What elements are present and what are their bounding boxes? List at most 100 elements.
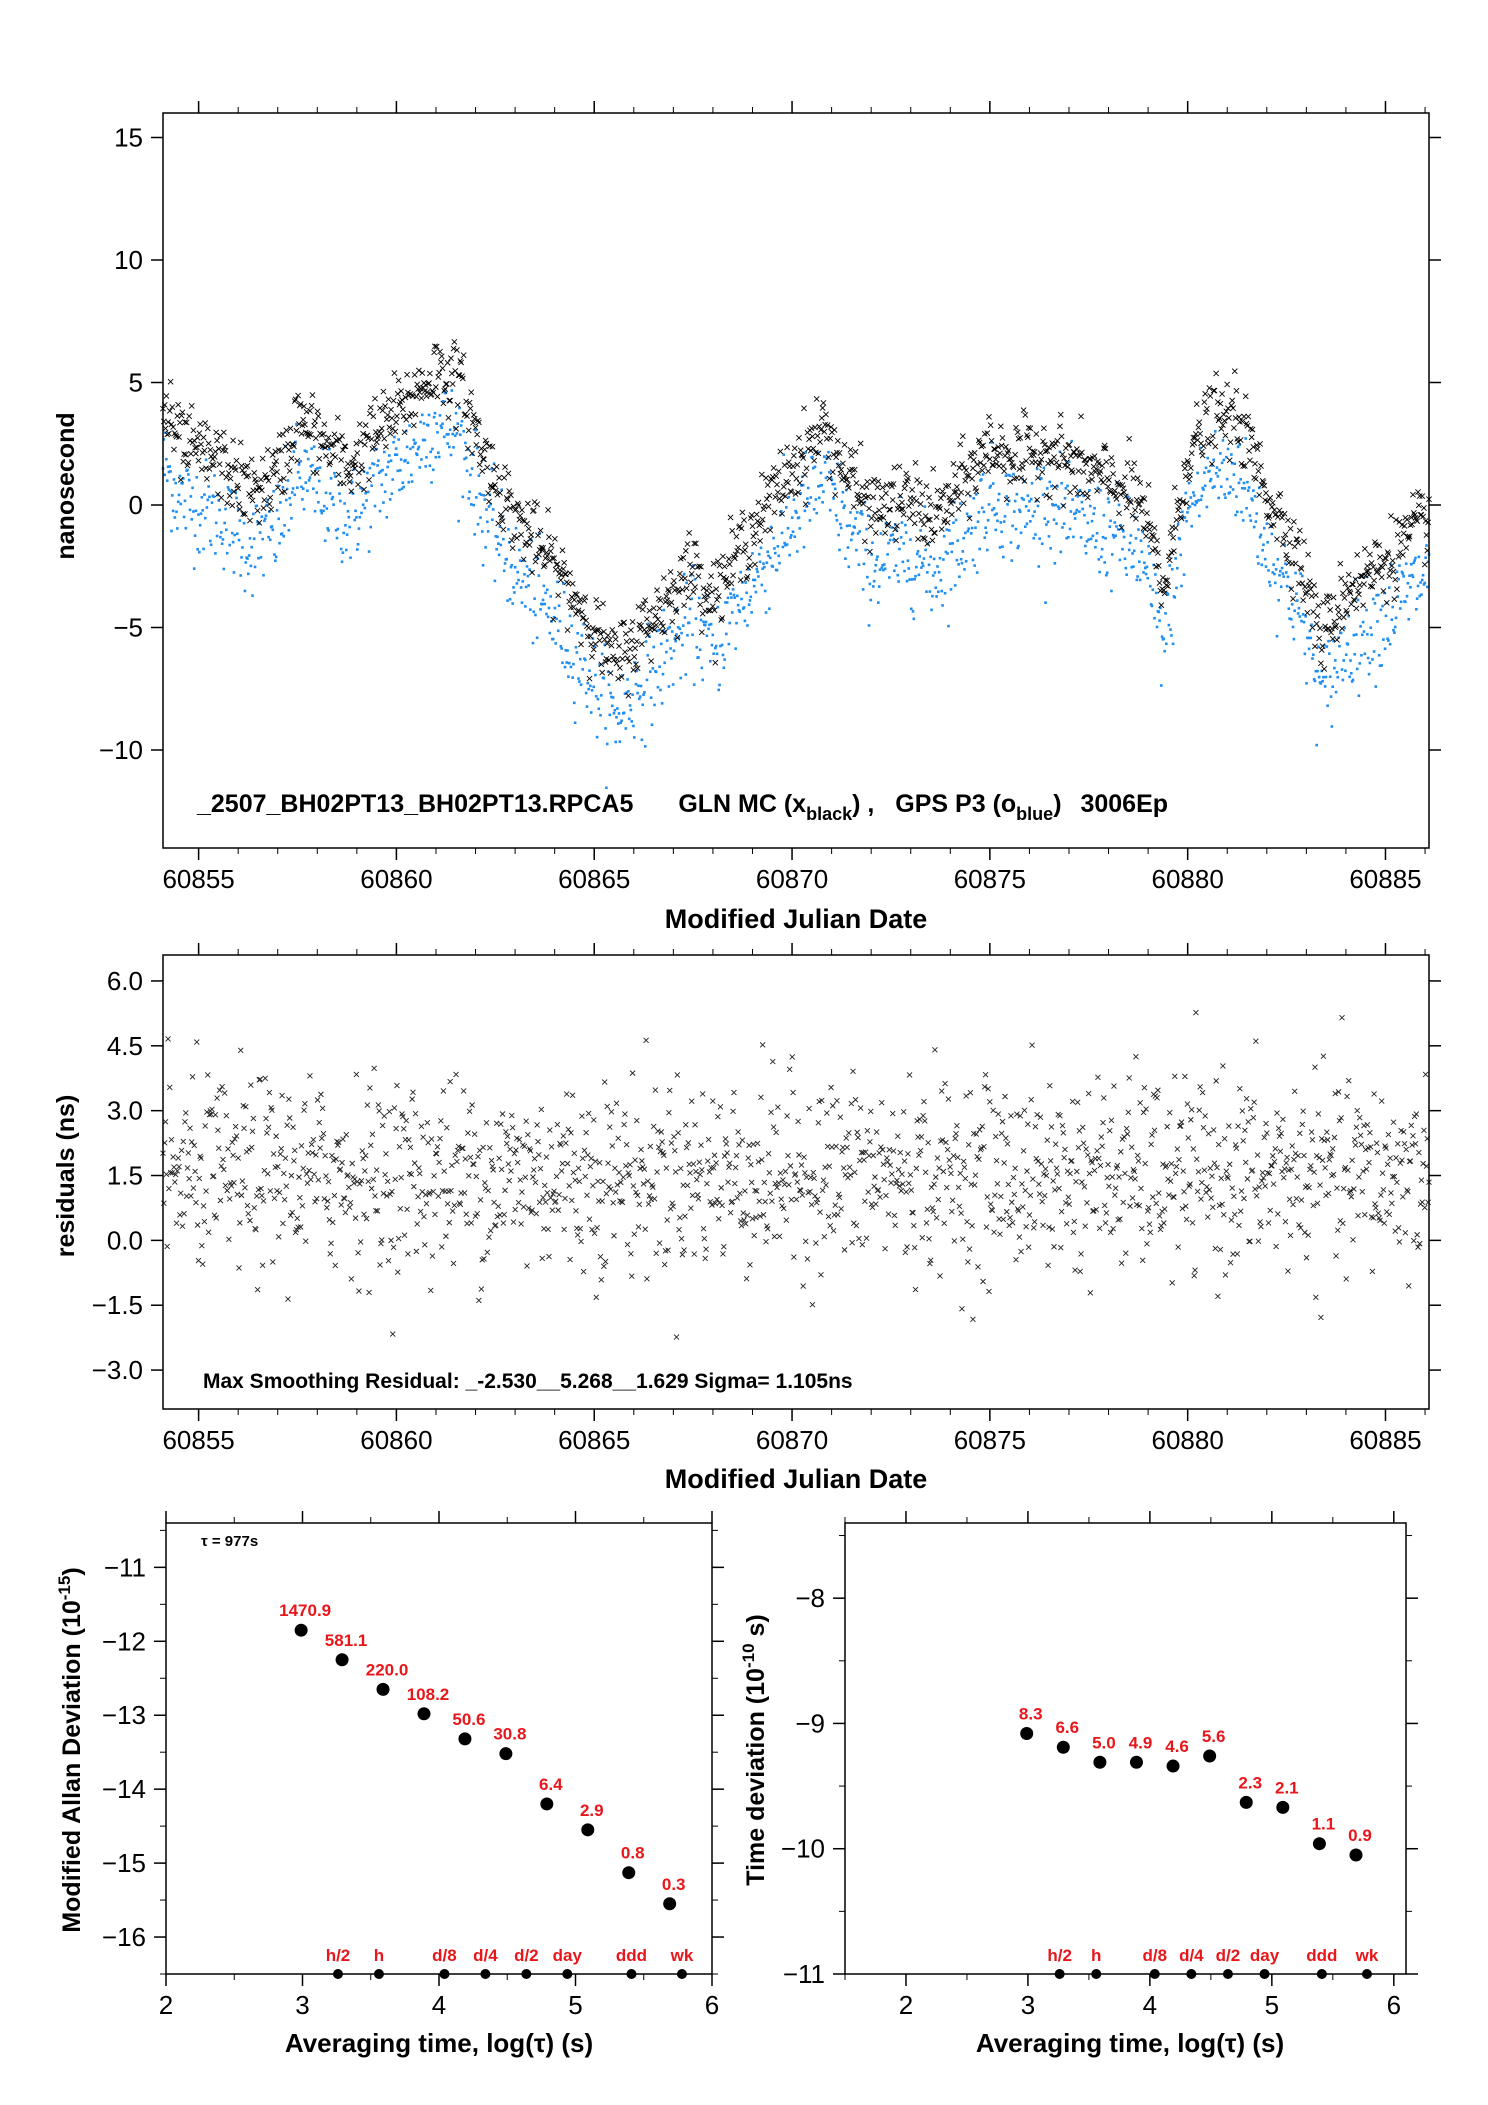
residual-point [1106,1183,1112,1190]
black-point [863,484,870,491]
y-tick-label: −3.0 [92,1355,143,1385]
black-point [312,418,318,425]
black-point [1102,445,1109,452]
residual-point [1401,1140,1408,1147]
black-point [801,471,808,478]
residual-point [644,1275,650,1282]
residual-point [269,1107,275,1113]
blue-point [181,477,185,480]
residual-point [316,1119,323,1126]
residual-point [1205,1130,1212,1137]
black-point [733,533,740,540]
blue-point [1229,485,1232,489]
residual-point [787,1163,794,1169]
blue-point [848,524,851,527]
residual-point [836,1194,843,1201]
black-point [1141,495,1148,502]
blue-point [1379,608,1383,612]
black-point [281,488,288,495]
residual-point [732,1164,739,1171]
blue-point [775,568,779,572]
blue-point [663,661,666,665]
black-point [1349,581,1356,588]
residual-point [923,1220,930,1226]
black-point [1186,476,1193,483]
blue-point [270,525,274,528]
black-point [611,630,618,637]
black-point [660,575,667,581]
black-point [775,468,782,475]
residual-point [832,1202,839,1208]
black-point [331,431,338,438]
residual-point [414,1221,421,1227]
blue-point [974,526,977,530]
black-point [962,477,969,484]
blue-point [1404,562,1408,565]
blue-point [697,596,701,600]
residual-point [1039,1198,1046,1205]
black-point [664,597,671,604]
black-point [380,388,387,395]
black-point [1117,491,1124,498]
blue-point [373,504,377,508]
black-point [980,462,987,469]
residual-point [435,1193,442,1199]
black-point [835,462,842,469]
black-point [1130,475,1137,482]
residual-point [791,1254,797,1260]
residual-point [460,1145,466,1152]
residual-point [1163,1162,1170,1169]
blue-point [617,712,621,715]
blue-point [1419,581,1422,584]
residual-point [973,1131,980,1137]
blue-point [1420,593,1423,596]
blue-point [486,520,489,524]
blue-point [456,422,460,425]
black-point [991,446,998,453]
residual-point [807,1188,813,1195]
blue-point [525,565,529,568]
black-point [1040,438,1046,445]
black-point [1221,417,1228,424]
blue-point [1417,555,1421,559]
residual-point [253,1193,260,1199]
y-tick-label: −15 [102,1848,146,1878]
black-point [577,596,584,603]
residual-point [1214,1164,1220,1171]
x-tick-label: 3 [295,1990,309,2020]
residual-point [1250,1114,1257,1121]
black-point [791,445,798,452]
black-point [265,477,272,484]
blue-point [730,596,733,599]
residual-point [906,1072,913,1078]
residual-point [271,1195,278,1202]
black-point [486,498,492,505]
blue-point [1394,616,1398,620]
residual-point [587,1163,594,1170]
residual-point [1047,1158,1054,1164]
blue-point [256,520,259,524]
residual-point [757,1213,763,1219]
black-point [1219,391,1225,397]
black-point [915,510,922,517]
black-point [930,465,937,472]
black-point [1110,470,1117,477]
black-point [1116,510,1122,517]
blue-point [312,445,316,448]
blue-point [909,607,913,611]
residual-point [580,1268,587,1275]
residuals-xlabel: Modified Julian Date [665,1464,928,1494]
residual-point [607,1186,614,1192]
blue-point [323,504,326,508]
black-point [718,616,725,623]
blue-point [740,597,743,601]
residual-point [1011,1191,1018,1198]
blue-point [1303,652,1307,656]
black-point [163,393,170,399]
blue-point [742,606,746,609]
residual-point [1151,1127,1158,1134]
residual-point [948,1170,954,1177]
residual-point [1046,1082,1053,1089]
black-point [439,365,446,372]
residual-point [1326,1156,1333,1163]
